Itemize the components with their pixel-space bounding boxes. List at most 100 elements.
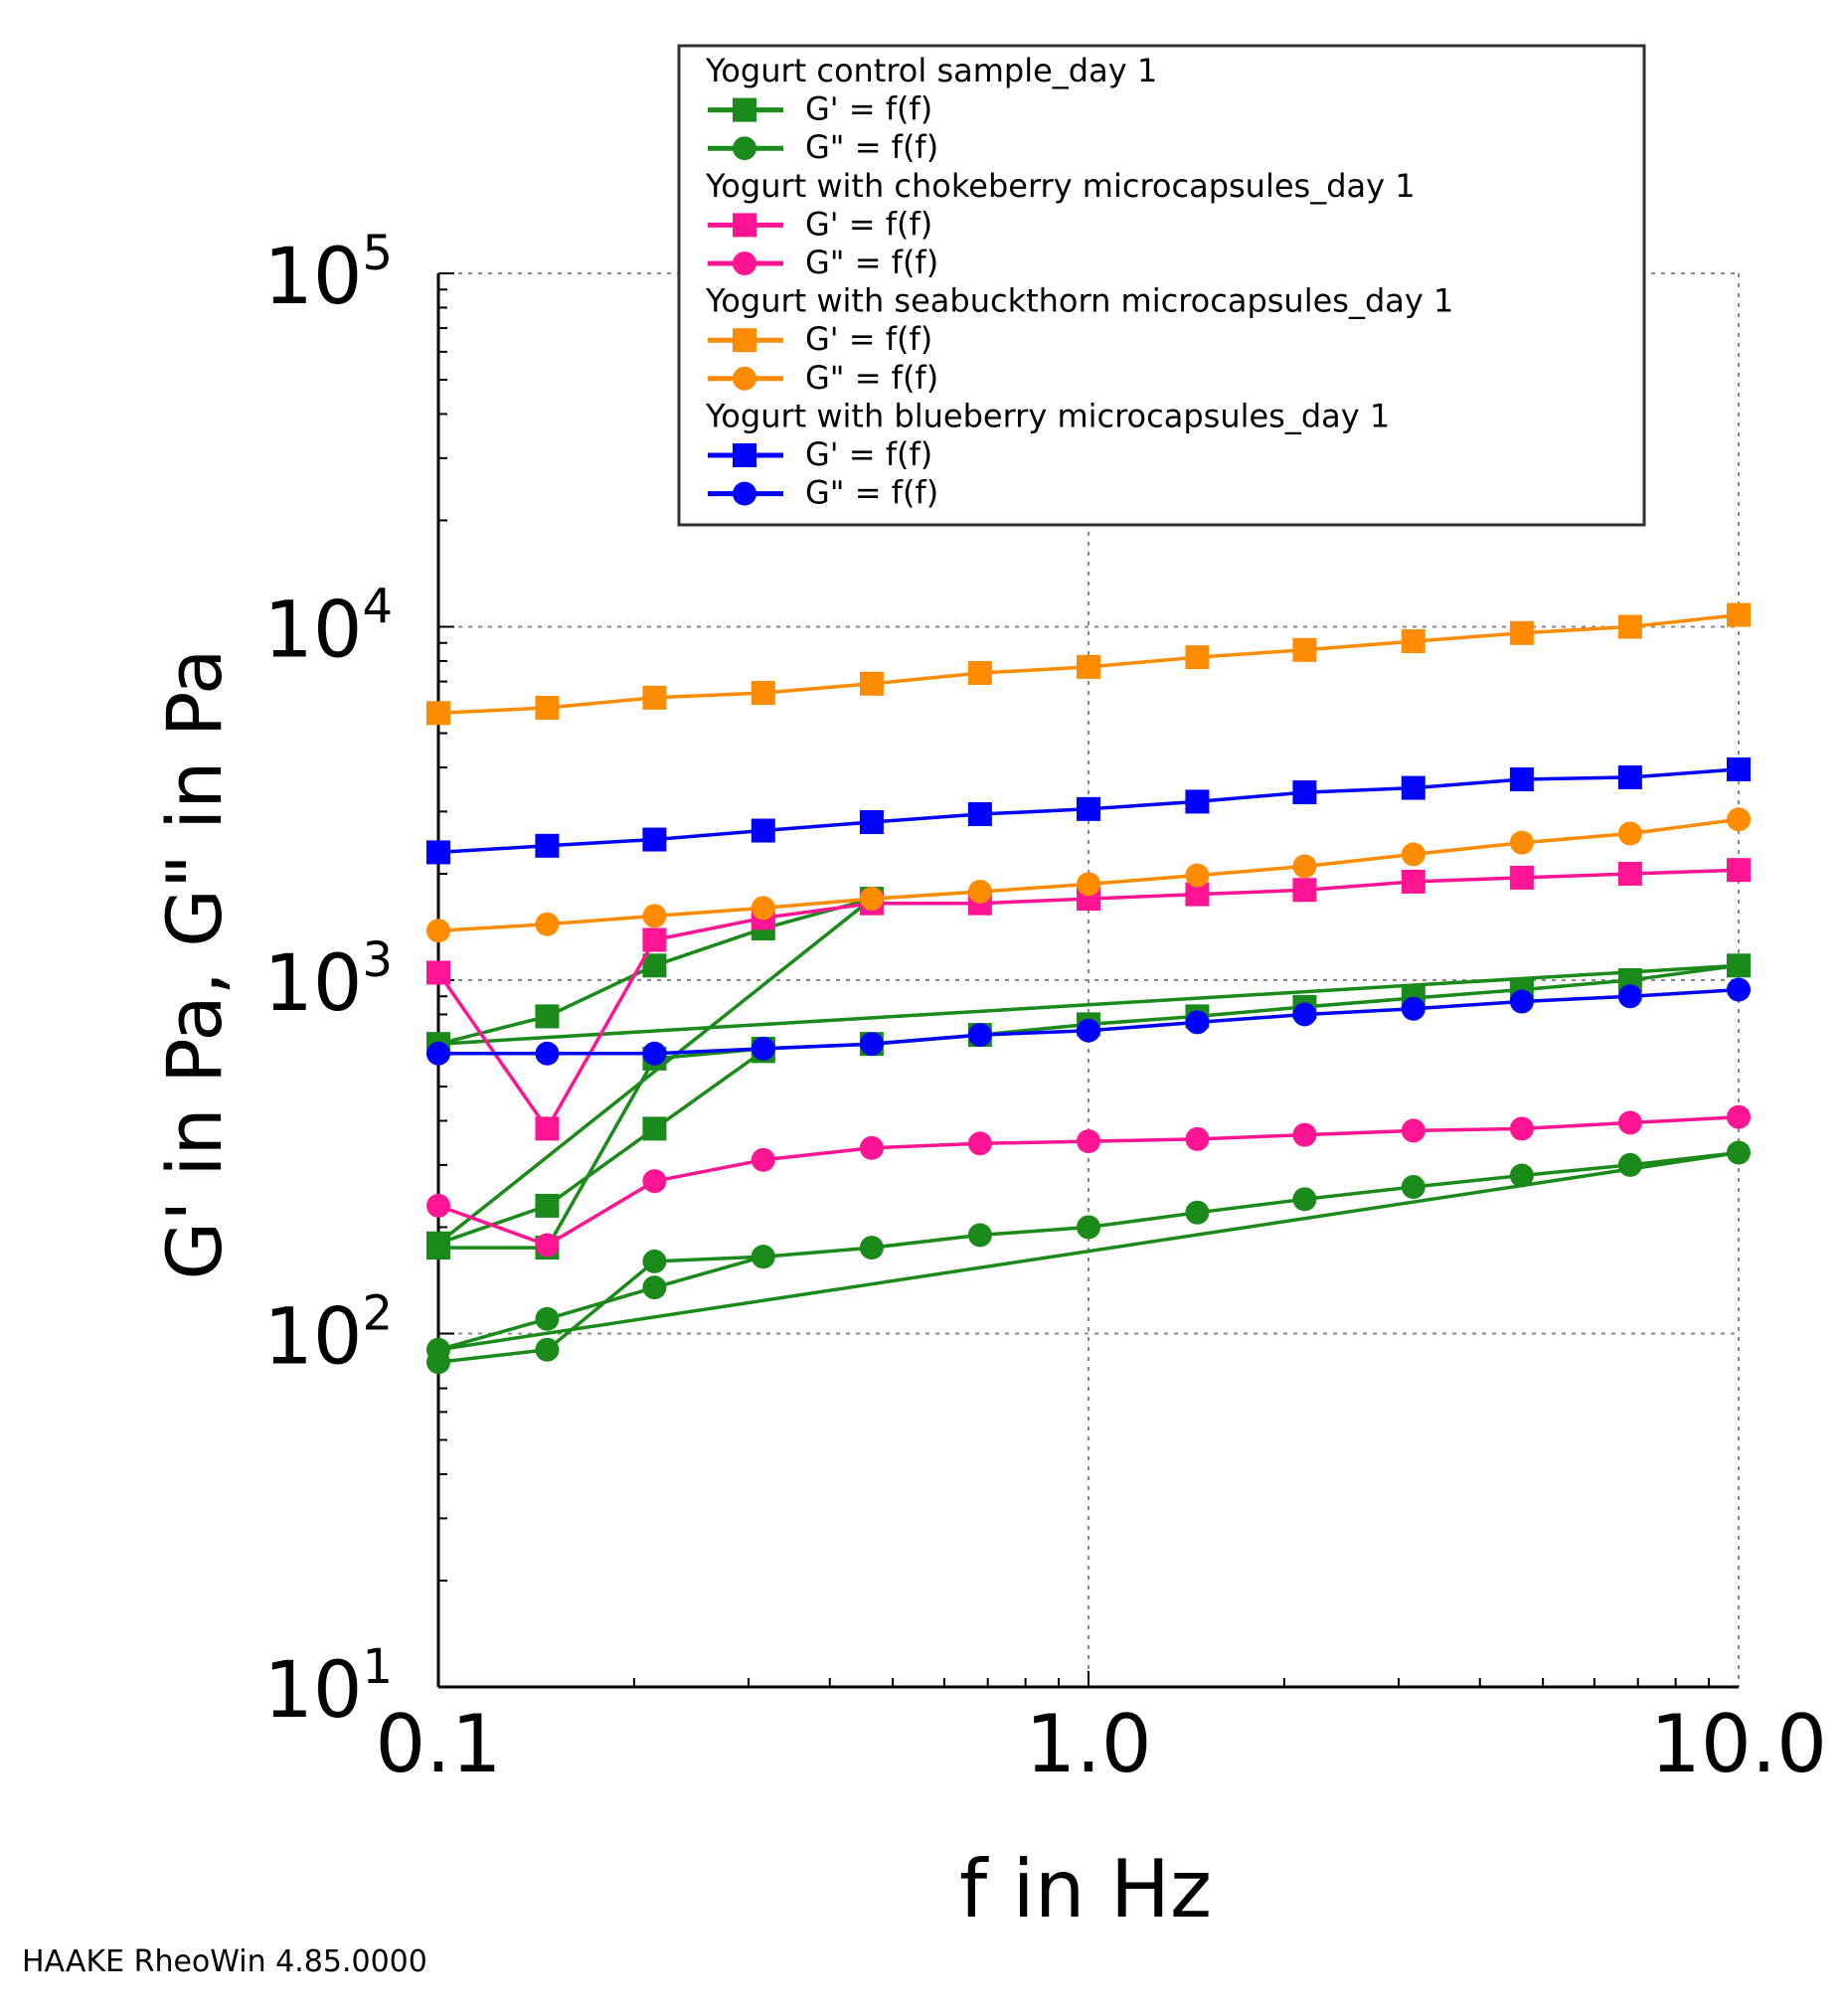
- series-5: [426, 807, 1751, 943]
- data-point-circle: [967, 1223, 992, 1248]
- y-tick-label: 105: [263, 226, 393, 322]
- data-point-circle: [1077, 1215, 1100, 1240]
- data-point-circle: [1617, 1110, 1642, 1135]
- data-point-square: [642, 685, 667, 710]
- series-3: [426, 1104, 1751, 1258]
- data-point-circle: [1401, 996, 1425, 1021]
- data-point-square: [535, 1116, 560, 1141]
- data-point-circle: [1401, 842, 1425, 867]
- data-point-square: [535, 833, 560, 858]
- data-point-square: [642, 953, 667, 978]
- data-point-square: [1509, 767, 1534, 792]
- legend-series-label: G" = f(f): [805, 244, 938, 281]
- y-axis-title: G' in Pa, G" in Pa: [150, 648, 239, 1279]
- data-point-circle: [1185, 1126, 1210, 1151]
- data-point-circle: [859, 1236, 884, 1260]
- data-point-circle: [642, 904, 667, 928]
- data-point-square: [1077, 796, 1100, 821]
- data-point-square: [1185, 789, 1210, 814]
- data-point-square: [1727, 858, 1751, 883]
- data-point-square: [967, 801, 992, 826]
- legend-series-label: G" = f(f): [805, 128, 938, 166]
- data-point-circle: [1292, 1122, 1317, 1147]
- data-point-square: [426, 1231, 450, 1256]
- x-tick-label: 10.0: [1650, 1698, 1827, 1790]
- data-point-circle: [859, 1032, 884, 1057]
- series-1: [426, 1140, 1751, 1375]
- data-point-circle: [1185, 863, 1210, 888]
- data-point-circle: [1292, 854, 1317, 879]
- data-point-square: [1077, 654, 1100, 679]
- data-point-square: [1401, 775, 1425, 800]
- data-point-square: [1509, 865, 1534, 890]
- data-point-circle: [1077, 1018, 1100, 1043]
- y-tick-label: 102: [263, 1286, 393, 1383]
- data-point-circle: [1509, 1163, 1534, 1188]
- data-point-circle: [1617, 821, 1642, 846]
- data-point-square: [1401, 869, 1425, 894]
- legend-box: [677, 44, 1646, 527]
- data-point-circle: [535, 1041, 560, 1066]
- y-tick-label: 101: [263, 1639, 393, 1736]
- data-point-square: [535, 1004, 560, 1029]
- data-point-circle: [642, 1275, 667, 1300]
- data-point-circle: [1077, 1129, 1100, 1154]
- data-point-circle: [1727, 1140, 1751, 1165]
- x-tick-label: 1.0: [1025, 1698, 1151, 1790]
- legend-marker-circle: [733, 252, 756, 275]
- legend-series-label: G" = f(f): [805, 474, 938, 512]
- data-point-square: [642, 927, 667, 952]
- data-point-square: [535, 695, 560, 720]
- data-point-square: [426, 960, 450, 985]
- legend-marker-square: [733, 97, 756, 122]
- data-point-square: [1727, 756, 1751, 781]
- data-point-circle: [1185, 1200, 1210, 1225]
- legend-group-title: Yogurt with blueberry microcapsules_day …: [705, 397, 1390, 434]
- data-point-square: [1401, 629, 1425, 654]
- data-point-circle: [1617, 984, 1642, 1009]
- series-7: [426, 977, 1751, 1066]
- data-point-circle: [642, 1169, 667, 1194]
- legend-marker-square: [733, 213, 756, 238]
- data-point-square: [1617, 764, 1642, 789]
- legend-marker-circle: [733, 481, 756, 506]
- x-tick-label: 0.1: [375, 1698, 501, 1790]
- legend-group-title: Yogurt with seabuckthorn microcapsules_d…: [705, 282, 1453, 320]
- axes: 101 102 103 104 105 0.1 1.0 10.0: [263, 226, 1827, 1790]
- legend-series-label: G' = f(f): [805, 205, 932, 243]
- data-point-circle: [1292, 1002, 1317, 1027]
- data-point-square: [1727, 602, 1751, 627]
- data-point-square: [1185, 645, 1210, 670]
- legend-marker-square: [733, 328, 756, 353]
- data-point-circle: [751, 1147, 775, 1172]
- series-6: [426, 756, 1751, 865]
- data-point-square: [1292, 637, 1317, 662]
- data-point-square: [642, 1116, 667, 1141]
- data-point-circle: [751, 1245, 775, 1269]
- data-point-square: [751, 818, 775, 843]
- data-point-circle: [1185, 1010, 1210, 1035]
- data-point-square: [1617, 861, 1642, 886]
- data-point-circle: [426, 1337, 450, 1362]
- data-point-circle: [1509, 830, 1534, 855]
- data-point-circle: [1509, 989, 1534, 1014]
- data-point-circle: [642, 1041, 667, 1066]
- data-point-circle: [751, 1036, 775, 1061]
- legend-group-title: Yogurt with chokeberry microcapsules_day…: [705, 167, 1416, 205]
- data-point-square: [1617, 614, 1642, 639]
- legend-marker-square: [733, 443, 756, 467]
- data-point-square: [859, 810, 884, 835]
- data-point-circle: [1401, 1174, 1425, 1199]
- data-point-circle: [1509, 1116, 1534, 1141]
- data-point-circle: [1617, 1152, 1642, 1177]
- data-point-square: [1727, 953, 1751, 978]
- data-point-circle: [535, 912, 560, 936]
- data-point-square: [751, 681, 775, 706]
- data-point-circle: [967, 1023, 992, 1048]
- data-point-square: [426, 701, 450, 726]
- data-point-circle: [1727, 977, 1751, 1002]
- data-point-circle: [535, 1337, 560, 1362]
- data-point-circle: [642, 1249, 667, 1273]
- data-point-circle: [1077, 872, 1100, 897]
